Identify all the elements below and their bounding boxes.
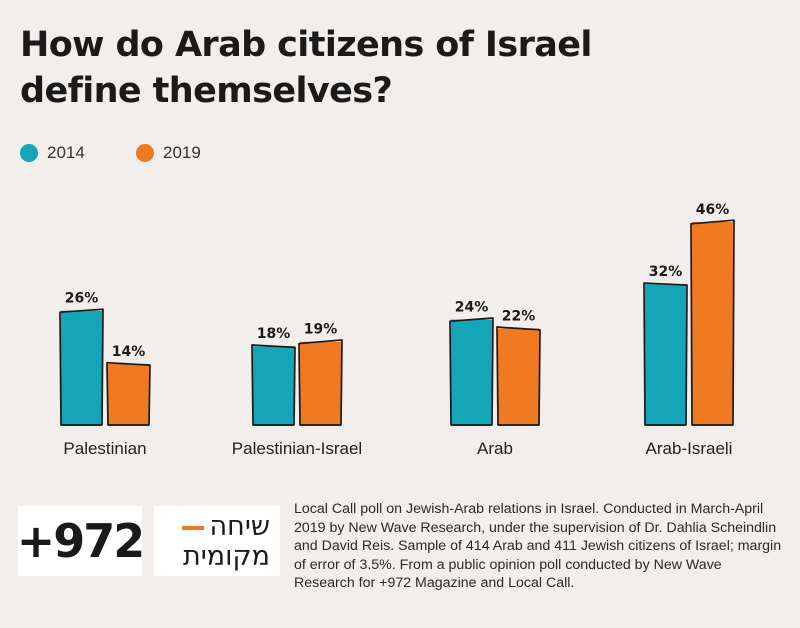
- bar-2019-arab: [498, 328, 539, 426]
- local-call-logo-line1: שיחה: [154, 512, 270, 542]
- data-label-2014-palestinian-israel: 18%: [257, 326, 291, 342]
- bar-outline-2014-palestinian: [59, 308, 104, 426]
- bar-outline-2014-arab: [449, 317, 494, 426]
- bar-outline-2019-palestinian: [106, 361, 151, 426]
- data-label-2014-palestinian: 26%: [65, 291, 99, 307]
- legend-item-2014: 2014: [20, 143, 85, 163]
- local-call-logo-word1: שיחה: [209, 511, 270, 542]
- bar-2014-palestinian: [61, 310, 102, 426]
- legend-swatch-2019: [136, 144, 154, 162]
- data-label-2019-arab: 22%: [502, 308, 536, 324]
- bar-outline-2019-arab-israeli: [690, 219, 735, 426]
- legend-swatch-2014: [20, 144, 38, 162]
- bar-outline-2014-palestinian-israel: [251, 344, 296, 426]
- bar-outline-2019-arab: [496, 326, 541, 426]
- legend-label-2014: 2014: [47, 143, 85, 162]
- bar-2014-arab-israeli: [645, 284, 686, 426]
- plus972-logo-text: +972: [16, 514, 146, 568]
- data-label-2014-arab: 24%: [455, 300, 489, 316]
- bar-2014-palestinian-israel: [253, 346, 294, 426]
- category-label-palestinian-israel: Palestinian-Israel: [232, 439, 362, 458]
- local-call-logo: שיחה מקומית: [154, 506, 280, 576]
- bar-2019-arab-israeli: [692, 222, 733, 426]
- bar-outline-2019-palestinian-israel: [298, 339, 343, 426]
- chart-title: How do Arab citizens of Israel define th…: [20, 25, 592, 111]
- local-call-logo-dash: [181, 525, 204, 530]
- bar-chart: 26% 14% Palestinian 18% 19% Palestinian-Israe…: [59, 202, 735, 458]
- bar-2014-arab: [451, 319, 492, 426]
- data-label-2019-palestinian: 14%: [112, 344, 146, 360]
- category-label-arab-israeli: Arab-Israeli: [646, 439, 733, 458]
- bar-2019-palestinian-israel: [300, 341, 341, 426]
- data-label-2019-palestinian-israel: 19%: [304, 322, 338, 338]
- local-call-logo-line2: מקומית: [183, 541, 270, 572]
- data-label-2019-arab-israeli: 46%: [696, 202, 730, 218]
- data-label-2014-arab-israeli: 32%: [649, 264, 683, 280]
- bar-outline-2014-arab-israeli: [643, 282, 688, 426]
- bar-2019-palestinian: [108, 363, 149, 426]
- legend-item-2019: 2019: [136, 143, 201, 163]
- category-label-palestinian: Palestinian: [63, 439, 146, 458]
- legend-label-2019: 2019: [163, 143, 201, 162]
- category-label-arab: Arab: [477, 439, 513, 458]
- plus972-logo: +972: [16, 506, 146, 576]
- source-footnote: Local Call poll on Jewish-Arab relations…: [294, 501, 782, 591]
